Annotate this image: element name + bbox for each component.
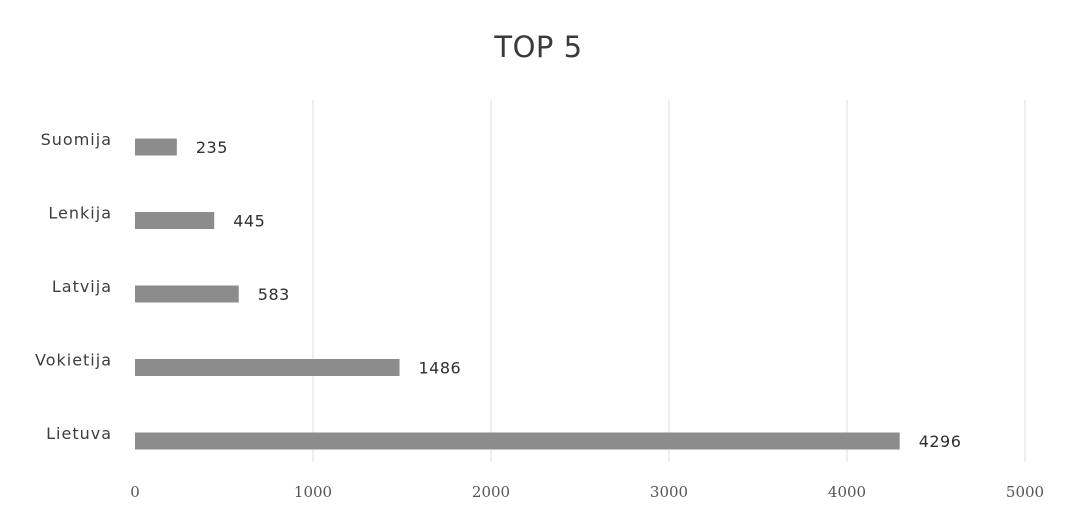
bar (135, 432, 900, 450)
category-label: Suomija (41, 130, 112, 149)
data-label: 583 (258, 285, 290, 304)
data-label: 4296 (919, 432, 962, 451)
bar (135, 212, 215, 229)
category-label: Latvija (52, 277, 112, 296)
x-tick-label: 5000 (1006, 483, 1044, 501)
bar (135, 359, 400, 376)
x-tick-label: 2000 (472, 483, 510, 501)
category-label: Vokietija (35, 351, 112, 370)
data-label: 235 (196, 138, 228, 157)
x-tick-label: 1000 (294, 483, 332, 501)
data-label: 445 (233, 212, 265, 231)
category-label: Lietuva (46, 424, 112, 443)
bar (135, 138, 177, 156)
x-tick-label: 4000 (828, 483, 866, 501)
x-tick-label: 3000 (650, 483, 688, 501)
data-label: 1486 (419, 359, 462, 378)
category-label: Lenkija (48, 204, 112, 223)
chart-title: TOP 5 (494, 30, 583, 64)
bar (135, 285, 239, 303)
x-tick-label: 0 (130, 483, 140, 501)
